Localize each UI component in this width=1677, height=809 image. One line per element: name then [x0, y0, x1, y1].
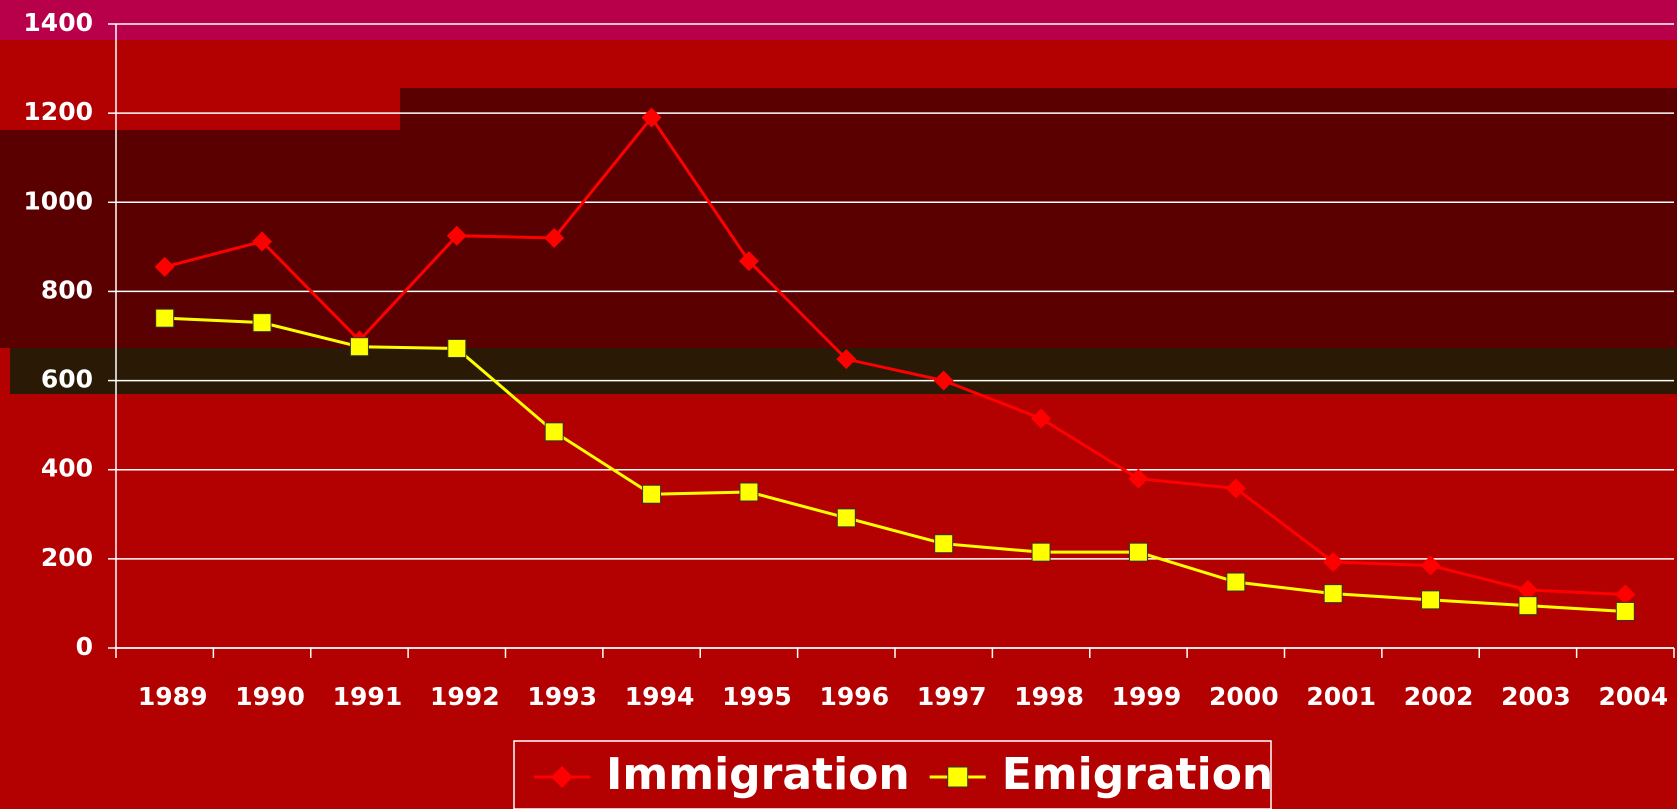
marker [1225, 478, 1246, 499]
x-tick-label: 1994 [625, 682, 695, 711]
x-tick-label: 1989 [138, 682, 208, 711]
marker [1128, 468, 1149, 489]
x-tick-label: 1997 [917, 682, 987, 711]
x-tick-label: 2000 [1209, 682, 1279, 711]
background-band [0, 130, 400, 348]
x-tick-label: 1990 [235, 682, 305, 711]
marker [1420, 555, 1441, 576]
marker [1323, 551, 1344, 572]
background-band [400, 88, 1677, 348]
y-tick-label: 200 [41, 543, 93, 572]
marker [641, 107, 662, 128]
marker [252, 313, 272, 333]
y-tick-label: 1200 [23, 97, 93, 126]
marker [1226, 572, 1246, 592]
marker [642, 484, 662, 504]
x-tick-label: 1992 [430, 682, 500, 711]
legend-box [513, 740, 1272, 809]
marker [933, 370, 954, 391]
y-tick-label: 1000 [23, 186, 93, 215]
marker [447, 338, 467, 358]
marker [1518, 596, 1538, 616]
marker [1323, 584, 1343, 604]
x-tick-label: 2003 [1501, 682, 1571, 711]
y-tick-label: 600 [41, 365, 93, 394]
y-tick-label: 1400 [23, 8, 93, 37]
marker [1128, 542, 1148, 562]
marker [836, 349, 857, 370]
legend-marker [551, 766, 573, 788]
marker [1031, 542, 1051, 562]
marker [1615, 601, 1635, 621]
marker [1615, 584, 1636, 605]
x-tick-label: 1996 [820, 682, 890, 711]
x-tick-label: 2004 [1599, 682, 1669, 711]
x-tick-label: 1993 [527, 682, 597, 711]
marker [154, 256, 175, 277]
marker [1031, 408, 1052, 429]
marker [739, 482, 759, 502]
y-tick-label: 0 [76, 632, 93, 661]
x-tick-label: 1999 [1112, 682, 1182, 711]
y-tick-label: 800 [41, 275, 93, 304]
x-tick-label: 1991 [333, 682, 403, 711]
x-tick-label: 2002 [1404, 682, 1474, 711]
marker [934, 534, 954, 554]
marker [544, 422, 564, 442]
legend-label: Emigration [1002, 749, 1274, 800]
marker [155, 308, 175, 328]
marker [544, 227, 565, 248]
x-tick-label: 2001 [1306, 682, 1376, 711]
marker [836, 508, 856, 528]
marker [446, 225, 467, 246]
marker [349, 337, 369, 357]
marker [1421, 590, 1441, 610]
background-band [0, 0, 1677, 40]
legend-label: Immigration [606, 749, 910, 800]
y-tick-label: 400 [41, 454, 93, 483]
x-tick-label: 1998 [1014, 682, 1084, 711]
legend-marker [947, 766, 969, 788]
series-line [164, 115, 1626, 597]
series-line [164, 316, 1626, 613]
marker [738, 251, 759, 272]
marker [252, 231, 273, 252]
marker [1517, 580, 1538, 601]
x-tick-label: 1995 [722, 682, 792, 711]
